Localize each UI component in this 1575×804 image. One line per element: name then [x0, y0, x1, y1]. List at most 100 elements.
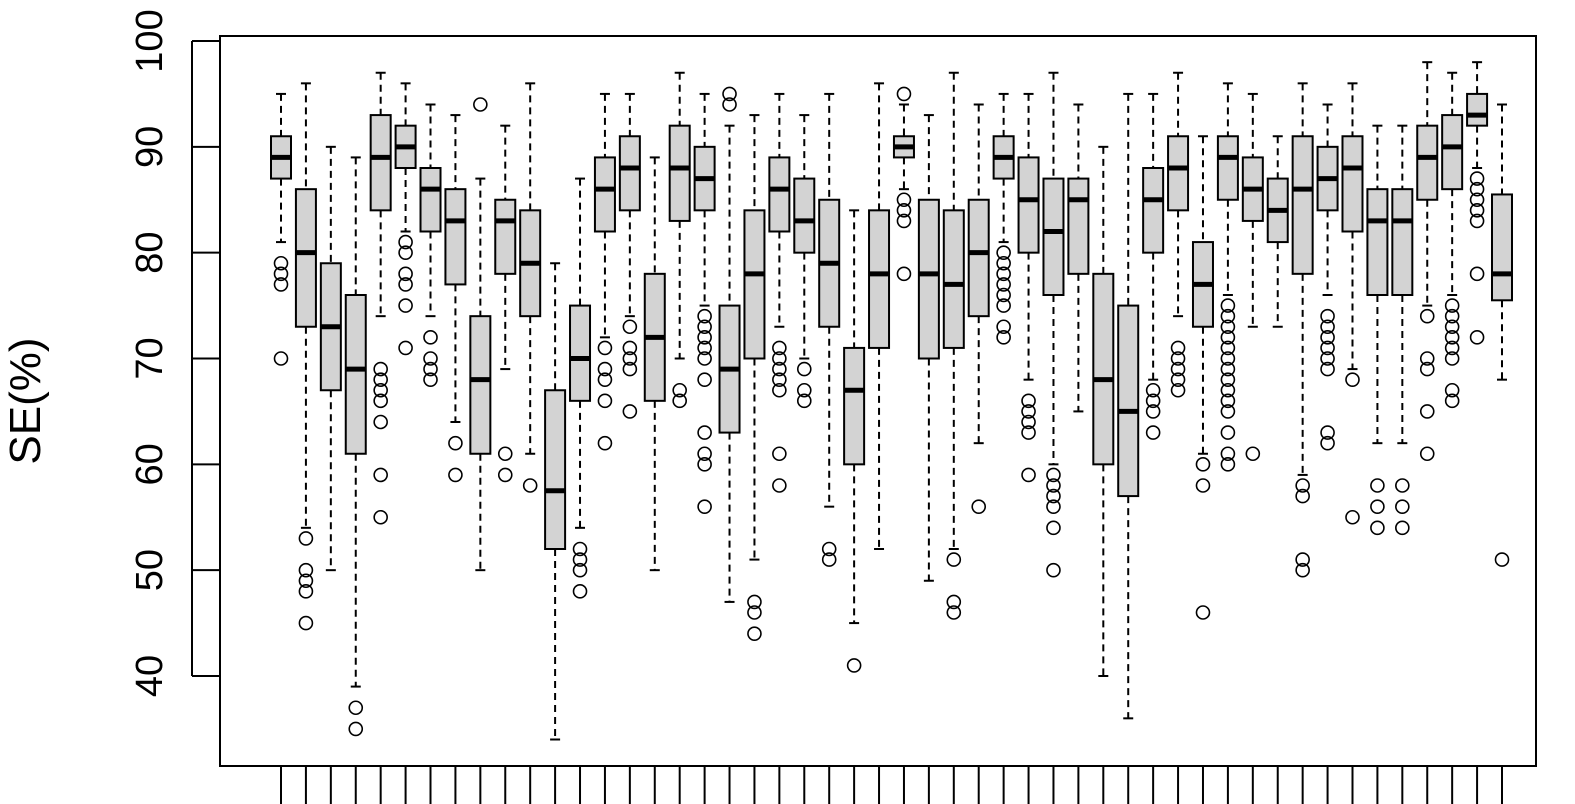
outlier-point: [697, 372, 712, 387]
iqr-box: [1341, 135, 1364, 233]
outlier-point: [423, 372, 438, 387]
iqr-box: [1291, 135, 1314, 275]
iqr-box: [544, 389, 567, 550]
box-15: [618, 92, 641, 419]
outlier-point: [996, 266, 1011, 282]
outlier-point: [398, 245, 413, 260]
outlier-point: [1320, 351, 1335, 366]
box-12: [544, 262, 567, 741]
outlier-point: [597, 393, 613, 409]
outlier-point: [1170, 372, 1186, 387]
outlier-point: [996, 330, 1011, 345]
outlier-point: [1469, 203, 1485, 218]
outlier-point: [1419, 404, 1435, 419]
outlier-point: [572, 541, 588, 557]
outlier-point: [1419, 308, 1435, 324]
outlier-point: [747, 626, 762, 641]
outlier-point: [1295, 562, 1310, 578]
iqr-box: [967, 198, 990, 318]
outlier-point: [572, 552, 588, 567]
iqr-box: [1391, 188, 1414, 297]
y-tick-label: 50: [129, 549, 171, 591]
outlier-point: [896, 213, 912, 229]
outlier-point: [1170, 351, 1186, 366]
outlier-point: [846, 658, 862, 673]
outlier-point: [1469, 171, 1485, 186]
iqr-box: [868, 209, 891, 349]
box-16: [643, 156, 666, 572]
box-36: [1142, 92, 1165, 440]
box-20: [743, 114, 766, 641]
outlier-point: [946, 594, 962, 610]
box-25: [868, 82, 891, 550]
outlier-point: [1220, 351, 1236, 366]
y-tick-label: 100: [129, 9, 171, 72]
outlier-point: [697, 319, 712, 335]
outlier-point: [896, 192, 912, 208]
outlier-point: [373, 393, 388, 409]
outlier-point: [1170, 382, 1186, 398]
box-38: [1191, 135, 1214, 620]
outlier-point: [796, 361, 812, 377]
outlier-point: [572, 584, 588, 599]
box-17: [668, 71, 691, 409]
outlier-point: [1370, 499, 1385, 514]
iqr-box: [793, 177, 816, 254]
iqr-box: [1167, 135, 1190, 212]
outlier-point: [1046, 562, 1061, 578]
box-series: [270, 61, 1513, 741]
iqr-box: [743, 209, 766, 360]
box-18: [693, 92, 716, 514]
outlier-point: [747, 605, 762, 620]
iqr-box: [1117, 304, 1140, 498]
outlier-point: [1145, 404, 1161, 419]
outlier-point: [373, 509, 388, 525]
outlier-point: [1345, 509, 1360, 525]
outlier-point: [1220, 457, 1236, 472]
iqr-box: [344, 294, 367, 455]
box-49: [1466, 61, 1489, 345]
outlier-point: [1469, 266, 1485, 282]
outlier-point: [946, 552, 962, 567]
iqr-box: [1441, 114, 1464, 191]
box-46: [1391, 124, 1414, 536]
box-5: [369, 71, 392, 525]
outlier-point: [772, 351, 787, 366]
outlier-point: [1021, 467, 1036, 483]
outlier-point: [697, 308, 712, 324]
iqr-box: [1466, 92, 1489, 127]
outlier-point: [622, 361, 638, 377]
outlier-point: [423, 361, 438, 377]
outlier-point: [697, 425, 712, 440]
outlier-point: [1145, 382, 1161, 398]
box-30: [992, 92, 1015, 345]
outlier-point: [1444, 298, 1460, 313]
box-35: [1117, 92, 1140, 720]
box-3: [319, 145, 342, 572]
outlier-point: [473, 97, 488, 112]
outlier-point: [298, 562, 314, 578]
box-11: [519, 82, 542, 493]
outlier-point: [697, 457, 712, 472]
outlier-point: [448, 435, 463, 451]
box-2: [294, 82, 317, 631]
outlier-point: [1469, 181, 1485, 197]
outlier-point: [1295, 488, 1310, 504]
outlier-point: [1494, 552, 1510, 567]
box-21: [768, 92, 791, 493]
outlier-point: [1046, 488, 1061, 504]
box-47: [1416, 61, 1439, 462]
outlier-point: [373, 361, 388, 377]
outlier-point: [697, 499, 712, 514]
outlier-point: [697, 340, 712, 356]
y-tick-label: 70: [129, 337, 171, 379]
outlier-point: [1021, 393, 1036, 409]
outlier-point: [1245, 446, 1261, 462]
outlier-point: [622, 319, 638, 335]
outlier-point: [373, 467, 388, 483]
outlier-point: [298, 531, 314, 546]
iqr-box: [1067, 177, 1090, 275]
outlier-point: [1320, 435, 1335, 451]
outlier-point: [597, 435, 613, 451]
